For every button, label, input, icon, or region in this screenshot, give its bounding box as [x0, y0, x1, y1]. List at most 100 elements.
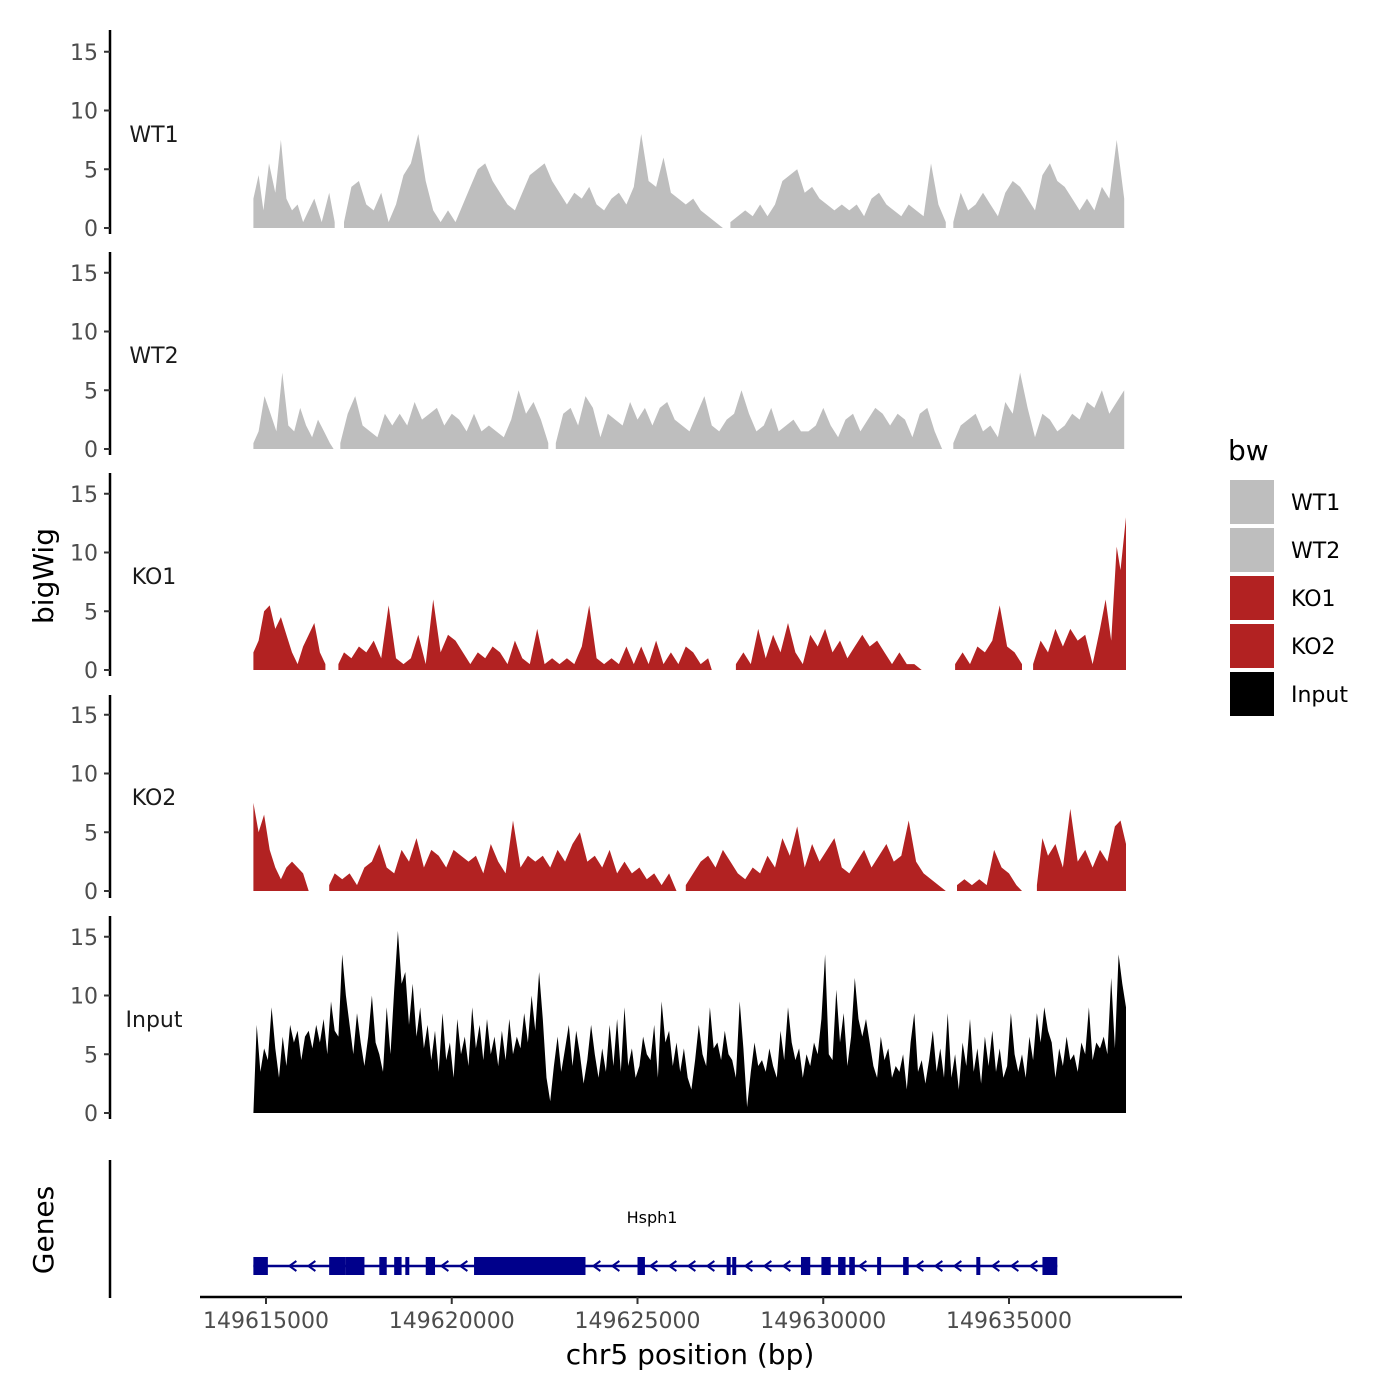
x-tick-label: 149615000 — [203, 1309, 329, 1334]
area-wt1 — [730, 163, 946, 228]
strand-arrow — [952, 1260, 962, 1272]
legend-label-ko1: KO1 — [1291, 587, 1336, 612]
track-wt1: 0 5 10 15 WT1 — [70, 30, 1125, 242]
gene-name-label: Hsph1 — [627, 1208, 678, 1227]
y-tick-label: 10 — [70, 100, 98, 125]
area-ko2 — [329, 820, 677, 891]
area-ko1 — [955, 605, 1022, 670]
strand-arrow — [667, 1260, 677, 1272]
legend-swatch-wt2 — [1230, 528, 1274, 572]
x-tick-label: 149635000 — [946, 1309, 1072, 1334]
track-wt2: 0 5 10 15 WT2 — [70, 252, 1125, 463]
y-tick-label: 5 — [84, 821, 98, 846]
strand-arrow — [458, 1260, 468, 1272]
strand-arrow — [762, 1260, 772, 1272]
area-wt1 — [344, 134, 723, 228]
track-label: KO2 — [132, 786, 177, 811]
genes-axis-title: Genes — [27, 1186, 60, 1274]
strand-arrow — [648, 1260, 658, 1272]
area-ko2 — [957, 849, 1022, 891]
strand-arrow — [1028, 1260, 1038, 1272]
area-ko2 — [685, 820, 946, 891]
area-ko1 — [735, 623, 922, 670]
area-ko1 — [338, 599, 712, 670]
legend-title: bw — [1228, 434, 1269, 467]
y-tick-label: 10 — [70, 321, 98, 346]
y-tick-label: 0 — [84, 880, 98, 905]
track-ko2: 0 5 10 15 KO2 — [70, 695, 1126, 905]
area-ko2 — [1036, 808, 1126, 891]
gene-exon — [726, 1257, 731, 1275]
area-wt2 — [253, 372, 334, 449]
legend-label-input: Input — [1291, 683, 1348, 708]
x-tick-label: 149620000 — [389, 1309, 515, 1334]
legend-label-ko2: KO2 — [1291, 635, 1336, 660]
y-tick-label: 10 — [70, 985, 98, 1010]
y-tick-label: 15 — [70, 483, 98, 508]
gene-exon — [976, 1257, 981, 1275]
legend-swatch-wt1 — [1230, 480, 1274, 524]
x-tick-label: 149630000 — [760, 1309, 886, 1334]
gene-exon — [329, 1257, 346, 1275]
y-tick-label: 5 — [84, 158, 98, 183]
y-tick-label: 10 — [70, 542, 98, 567]
y-tick-label: 15 — [70, 704, 98, 729]
gene-exon — [849, 1257, 855, 1275]
y-axis-title: bigWig — [27, 528, 60, 624]
gene-exon — [732, 1257, 737, 1275]
y-tick-label: 5 — [84, 379, 98, 404]
legend-label-wt2: WT2 — [1291, 539, 1340, 564]
legend-label-wt1: WT1 — [1291, 491, 1340, 516]
strand-arrow — [686, 1260, 696, 1272]
track-input: 0 5 10 15 Input — [70, 916, 1126, 1127]
strand-arrow — [439, 1260, 449, 1272]
x-axis-title: chr5 position (bp) — [566, 1338, 815, 1371]
legend-swatch-ko1 — [1230, 576, 1274, 620]
x-axis: 149615000 149620000 149625000 149630000 1496… — [200, 1295, 1182, 1334]
strand-arrow — [610, 1260, 620, 1272]
y-tick-label: 0 — [84, 1102, 98, 1127]
legend: bw WT1 WT2 KO1 KO2 Input — [1228, 434, 1348, 716]
track-label: WT1 — [129, 123, 178, 148]
bigwig-tracks: 0 5 10 15 WT1 0 5 10 15 WT2 0 5 10 15 KO1 0 5 10 15 KO2 0 5 10… — [70, 30, 1126, 1127]
y-tick-label: 15 — [70, 262, 98, 287]
legend-swatch-input — [1230, 672, 1274, 716]
gene-exon — [253, 1257, 268, 1275]
gene-exon — [821, 1257, 831, 1275]
strand-arrow — [990, 1260, 1000, 1272]
area-input — [253, 930, 1126, 1113]
strand-arrow — [914, 1260, 924, 1272]
strand-arrow — [287, 1260, 297, 1272]
strand-arrow — [1009, 1260, 1019, 1272]
track-ko1: 0 5 10 15 KO1 — [70, 473, 1126, 684]
legend-swatch-ko2 — [1230, 624, 1274, 668]
y-tick-label: 15 — [70, 926, 98, 951]
strand-arrow — [705, 1260, 715, 1272]
track-label: Input — [126, 1008, 183, 1033]
strand-arrow — [933, 1260, 943, 1272]
area-wt1 — [953, 139, 1125, 228]
gene-exon — [405, 1257, 410, 1275]
area-wt2 — [953, 372, 1125, 449]
gene-exon — [838, 1257, 846, 1275]
strand-arrow — [857, 1260, 867, 1272]
y-tick-label: 5 — [84, 600, 98, 625]
gene-exon — [345, 1257, 365, 1275]
area-ko1 — [253, 605, 326, 670]
gene-exon — [637, 1257, 645, 1275]
area-wt2 — [555, 390, 943, 449]
gene-exon — [877, 1257, 882, 1275]
x-tick-label: 149625000 — [575, 1309, 701, 1334]
y-tick-label: 0 — [84, 438, 98, 463]
y-tick-label: 0 — [84, 217, 98, 242]
area-wt1 — [253, 139, 335, 228]
y-tick-label: 10 — [70, 763, 98, 788]
track-label: WT2 — [129, 344, 178, 369]
gene-exon — [394, 1257, 402, 1275]
y-tick-label: 0 — [84, 659, 98, 684]
strand-arrow — [781, 1260, 791, 1272]
gene-exon — [379, 1257, 387, 1275]
y-tick-label: 15 — [70, 41, 98, 66]
area-ko2 — [253, 802, 309, 891]
genes-panel: Hsph1 — [108, 1160, 1058, 1298]
